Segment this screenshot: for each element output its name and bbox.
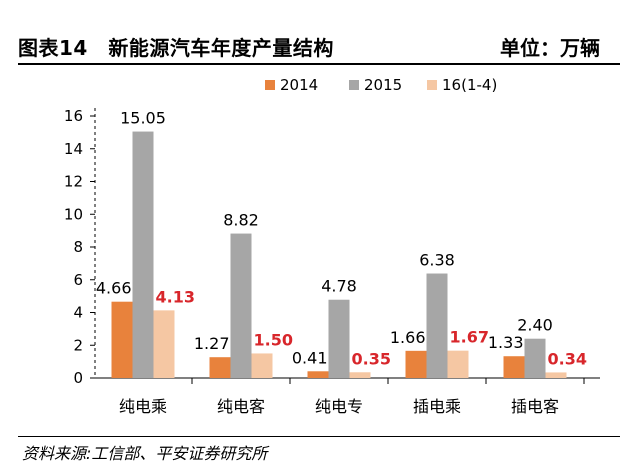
bar-2014-1 [209, 357, 231, 378]
unit-label: 单位：万辆 [500, 36, 600, 60]
y-tick-label: 6 [73, 271, 83, 289]
bar-2014-0 [111, 301, 133, 378]
data-label-2015-3: 6.38 [419, 251, 455, 270]
legend-swatch-2015 [349, 80, 359, 90]
data-label-16(1-4)-1: 1.50 [254, 330, 293, 349]
data-label-16(1-4)-3: 1.67 [450, 328, 489, 347]
category-label: 纯电专 [315, 397, 363, 416]
y-tick-label: 12 [64, 173, 83, 191]
bar-2014-3 [405, 350, 427, 378]
bar-2015-1 [230, 233, 252, 378]
bar-16(1-4)-0 [153, 310, 175, 378]
y-tick-label: 16 [64, 107, 83, 125]
data-label-16(1-4)-4: 0.34 [548, 349, 587, 368]
bar-16(1-4)-1 [251, 353, 273, 378]
y-axis: 0 2 4 6 8 10 12 14 16 [64, 107, 600, 387]
data-labels: 4.66 15.05 4.13 1.27 8.82 1.500.41 4.78 0.35 1.6… [96, 109, 587, 369]
data-label-2015-1: 8.82 [223, 211, 259, 230]
source-note: 资料来源:工信部、平安证券研究所 [22, 444, 268, 463]
data-label-2014-0: 4.66 [96, 279, 132, 298]
legend: 2014 2015 16(1-4) [265, 76, 497, 94]
header-rule [18, 63, 620, 65]
category-label: 纯电乘 [119, 397, 167, 416]
legend-label-16(1-4): 16(1-4) [442, 76, 497, 94]
chart-header: 图表14 新能源汽车年度产量结构 单位：万辆 [18, 30, 620, 60]
y-tick-label: 14 [64, 140, 83, 158]
data-label-2014-2: 0.41 [292, 348, 328, 367]
legend-swatch-16(1-4) [427, 80, 437, 90]
bar-16(1-4)-3 [447, 350, 469, 378]
data-label-2014-1: 1.27 [194, 334, 230, 353]
bar-2015-0 [132, 131, 154, 378]
data-label-16(1-4)-0: 4.13 [156, 287, 195, 306]
y-tick-label: 4 [73, 304, 83, 322]
legend-label-2015: 2015 [364, 76, 402, 94]
bar-16(1-4)-4 [545, 372, 567, 378]
data-label-2015-2: 4.78 [321, 277, 357, 296]
data-label-2015-4: 2.40 [517, 316, 553, 335]
category-label: 插电乘 [413, 397, 461, 416]
category-label: 纯电客 [217, 397, 265, 416]
y-tick-label: 0 [73, 369, 83, 387]
bar-2015-2 [328, 299, 350, 378]
bar-16(1-4)-2 [349, 372, 371, 378]
data-label-16(1-4)-2: 0.35 [352, 349, 391, 368]
bar-2014-2 [307, 371, 329, 378]
bar-2015-4 [524, 338, 546, 378]
category-label: 插电客 [511, 397, 559, 416]
legend-label-2014: 2014 [280, 76, 318, 94]
legend-swatch-2014 [265, 80, 275, 90]
y-tick-label: 10 [64, 205, 83, 223]
data-label-2014-3: 1.66 [390, 328, 426, 347]
data-label-2014-4: 1.33 [488, 333, 524, 352]
data-label-2015-0: 15.05 [120, 109, 166, 128]
bar-2015-3 [426, 273, 448, 378]
footer-rule [18, 436, 620, 437]
x-axis: 纯电乘 纯电客 纯电专 插电乘 插电客 [119, 378, 585, 416]
chart-title: 图表14 新能源汽车年度产量结构 [18, 36, 334, 60]
bars [111, 131, 567, 378]
y-tick-label: 2 [73, 336, 83, 354]
bar-2014-4 [503, 356, 525, 378]
y-tick-label: 8 [73, 238, 83, 256]
